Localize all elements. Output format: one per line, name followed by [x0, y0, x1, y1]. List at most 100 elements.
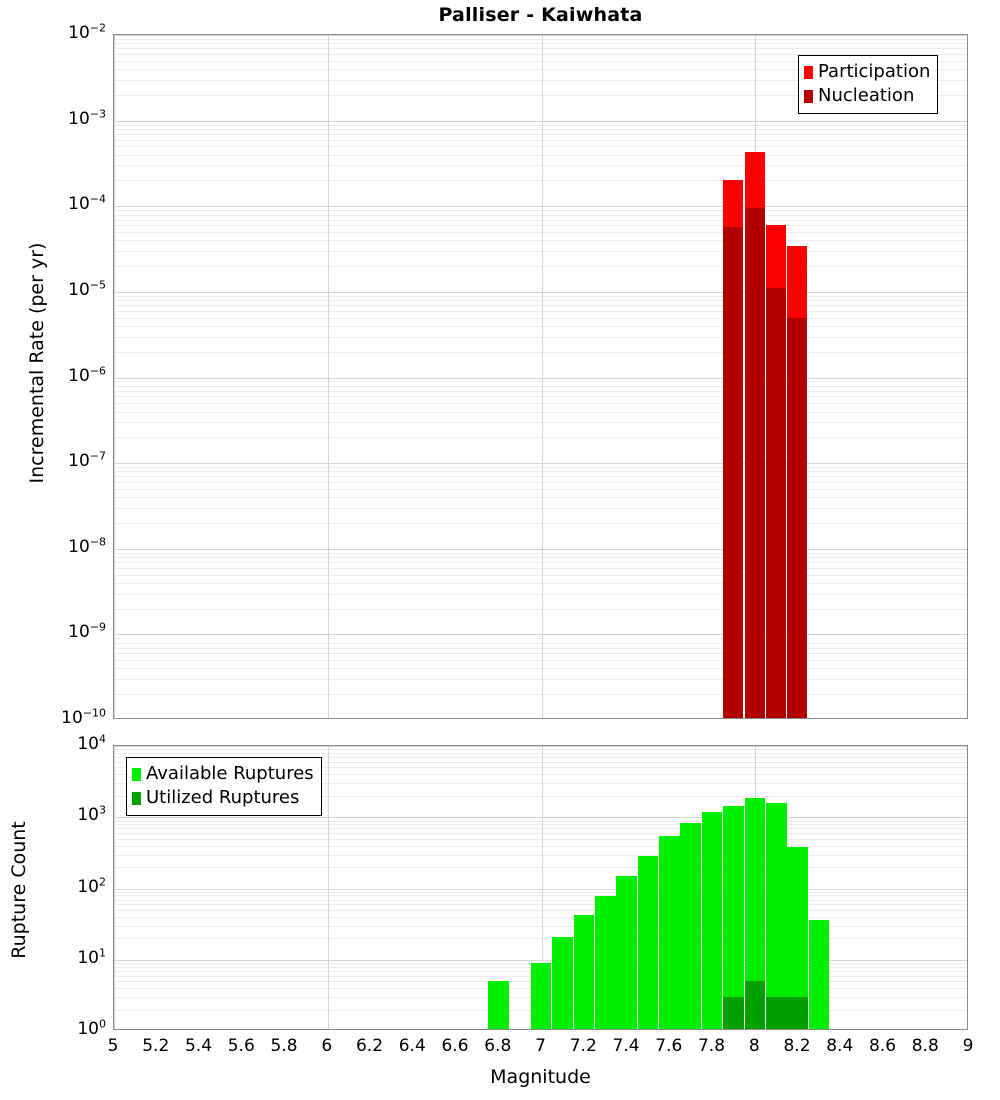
legend-label-available-ruptures: Available Ruptures [146, 763, 314, 784]
gridline-minor [114, 391, 967, 392]
gridline-minor [114, 767, 967, 768]
y-axis-tick-label: 10−2 [68, 21, 106, 43]
gridline-major [114, 121, 967, 122]
x-axis-tick-label: 8.8 [911, 1036, 939, 1056]
gridline-minor [114, 300, 967, 301]
gridline-minor [114, 553, 967, 554]
gridline-minor [114, 855, 967, 856]
gridline-minor [114, 892, 967, 893]
gridline-vertical [114, 746, 115, 1029]
bar [744, 981, 766, 1029]
gridline-major [114, 960, 967, 961]
gridline-major [114, 817, 967, 818]
bar [530, 963, 552, 1029]
participation-swatch-icon [804, 65, 813, 79]
gridline-minor [114, 251, 967, 252]
bar [808, 920, 830, 1029]
gridline-minor [114, 305, 967, 306]
gridline-minor [114, 757, 967, 758]
legend-label-utilized-ruptures: Utilized Ruptures [146, 787, 300, 808]
gridline-major [114, 35, 967, 36]
gridline-minor [114, 437, 967, 438]
gridline-minor [114, 337, 967, 338]
y-axis-tick-label: 10−3 [68, 106, 106, 129]
gridline-minor [114, 471, 967, 472]
bar [765, 997, 787, 1029]
x-axis-tick-label: 9 [962, 1036, 974, 1056]
y-axis-tick-label: 103 [77, 803, 106, 826]
x-axis-tick-label: 6.6 [441, 1036, 469, 1056]
x-axis-tick-label: 6.4 [398, 1036, 426, 1056]
x-axis-tick-label: 5.8 [270, 1036, 298, 1056]
gridline-minor [114, 129, 967, 130]
bar [744, 208, 765, 718]
bar [573, 914, 595, 1029]
gridline-minor [114, 396, 967, 397]
legend-label-participation: Participation [818, 61, 931, 82]
gridline-minor [114, 762, 967, 763]
gridline-minor [114, 917, 967, 918]
gridline-minor [114, 609, 967, 610]
gridline-vertical [542, 35, 543, 718]
gridline-vertical [328, 746, 329, 1029]
x-axis-tick-label: 7.8 [697, 1036, 726, 1056]
gridline-minor [114, 352, 967, 353]
gridline-minor [114, 824, 967, 825]
top-gridlines [114, 35, 967, 718]
legend-label-nucleation: Nucleation [818, 85, 915, 106]
gridline-minor [114, 694, 967, 695]
gridline-minor [114, 846, 967, 847]
bottom-y-axis-label: Rupture Count [8, 821, 30, 959]
gridline-minor [114, 895, 967, 896]
gridline-minor [114, 497, 967, 498]
bar [723, 805, 744, 1029]
gridline-minor [114, 266, 967, 267]
gridline-minor [114, 381, 967, 382]
gridline-minor [114, 232, 967, 233]
gridline-minor [114, 900, 967, 901]
gridline-minor [114, 69, 967, 70]
bar [787, 997, 808, 1029]
gridline-minor [114, 140, 967, 141]
legend-item-nucleation: Nucleation [804, 84, 930, 108]
bottom-bars [114, 746, 967, 1029]
x-axis-tick-label: 5.6 [227, 1036, 255, 1056]
x-axis-tick-label: 7.4 [612, 1036, 640, 1056]
gridline-minor [114, 926, 967, 927]
gridline-minor [114, 904, 967, 905]
gridline-minor [114, 562, 967, 563]
gridline-minor [114, 583, 967, 584]
utilized-ruptures-swatch-icon [132, 791, 141, 805]
y-axis-tick-label: 10−10 [61, 706, 106, 728]
top-y-axis-label: Incremental Rate (per yr) [26, 242, 48, 484]
gridline-vertical [328, 35, 329, 718]
gridline-minor [114, 482, 967, 483]
y-axis-tick-label: 10−5 [68, 278, 106, 300]
gridline-minor [114, 938, 967, 939]
gridline-minor [114, 215, 967, 216]
bar [488, 981, 509, 1029]
gridline-minor [114, 386, 967, 387]
x-axis-tick-label: 8.4 [826, 1036, 854, 1056]
gridline-major [114, 378, 967, 379]
x-axis-tick-label: 5 [107, 1036, 119, 1056]
gridline-minor [114, 134, 967, 135]
y-axis-tick-label: 102 [77, 874, 106, 897]
gridline-vertical [542, 746, 543, 1029]
gridline-major [114, 746, 967, 747]
bar [787, 847, 808, 1029]
gridline-major [114, 463, 967, 464]
gridline-minor [114, 508, 967, 509]
gridline-minor [114, 225, 967, 226]
x-axis-label: Magnitude [490, 1066, 591, 1088]
gridline-minor [114, 568, 967, 569]
y-axis-tick-label: 10−7 [68, 449, 106, 472]
gridline-minor [114, 61, 967, 62]
gridline-minor [114, 155, 967, 156]
page-title: Palliser - Kaiwhata [438, 4, 643, 26]
bar [616, 875, 637, 1029]
x-axis-tick-label: 5.4 [184, 1036, 213, 1056]
gridline-minor [114, 476, 967, 477]
bar [765, 288, 786, 718]
y-axis-tick-label: 10−4 [68, 192, 106, 215]
